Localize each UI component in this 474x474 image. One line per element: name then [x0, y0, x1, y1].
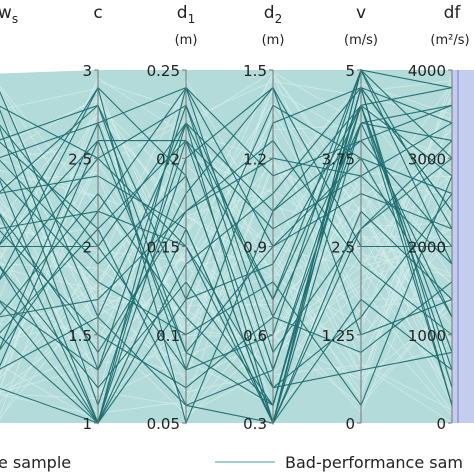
axis-title: v	[356, 3, 366, 23]
good-sample-line	[0, 87, 453, 424]
legend-label-good: e sample	[0, 453, 71, 472]
axis-unit: (m/s)	[344, 33, 378, 48]
good-sample-line	[0, 104, 453, 354]
good-sample-line	[0, 104, 453, 372]
tick-label: 0.3	[243, 415, 267, 433]
good-sample-line	[0, 90, 453, 424]
tick-label: 2000	[408, 239, 446, 257]
tick-label: 3	[82, 62, 92, 80]
axis-title: d2	[264, 3, 282, 26]
good-sample-line	[0, 104, 453, 301]
bad-sample-line	[0, 224, 453, 383]
bad-sample-line	[0, 97, 453, 393]
good-sample-line	[0, 68, 453, 301]
tick-label: 1.25	[322, 327, 355, 345]
bad-sample-line	[0, 144, 453, 378]
axis-unit: (m²/s)	[430, 33, 469, 48]
axis-title: c	[93, 3, 102, 23]
bad-sample-line	[0, 109, 453, 412]
bad-sample-line	[0, 89, 453, 309]
good-sample-line	[0, 103, 453, 407]
good-sample-line	[0, 86, 453, 424]
bad-sample-line	[0, 96, 453, 393]
tick-label: 2.5	[68, 150, 92, 168]
good-sample-line	[0, 105, 453, 389]
bad-sample-line	[0, 112, 453, 406]
tick-label: 2	[82, 239, 92, 257]
good-sample-line	[0, 104, 453, 318]
bad-sample-line	[0, 130, 453, 378]
axis-unit: (m)	[175, 33, 198, 48]
tick-label: 0.25	[147, 62, 180, 80]
axis-title: ws	[0, 3, 18, 26]
tick-label: 0.15	[147, 239, 180, 257]
tick-label: 1.5	[68, 327, 92, 345]
bad-sample-line	[0, 250, 453, 406]
bad-sample-line	[0, 72, 453, 232]
bad-sample-line	[0, 101, 453, 339]
tick-label: 0.6	[243, 327, 267, 345]
good-sample-line	[0, 68, 453, 371]
tick-label: 3.75	[322, 150, 355, 168]
tick-label: 0.1	[156, 327, 180, 345]
bad-sample-line	[0, 122, 453, 414]
bad-sample-line	[0, 242, 453, 393]
bad-sample-line	[0, 80, 453, 325]
tick-label: 4000	[408, 62, 446, 80]
tick-label: 2.5	[331, 239, 355, 257]
bad-sample-line	[0, 94, 453, 416]
tick-label: 0	[436, 415, 446, 433]
axis-title: df	[444, 3, 462, 23]
tick-label: 1	[82, 415, 92, 433]
bad-sample-line	[0, 78, 453, 398]
bad-sample-line	[0, 106, 453, 361]
bad-sample-line	[0, 238, 453, 369]
axis-unit: (m)	[262, 33, 285, 48]
tick-label: 1.5	[243, 62, 267, 80]
bad-sample-line	[0, 110, 453, 267]
legend: e sample Bad-performance sam	[0, 453, 463, 472]
good-sample-line	[0, 86, 453, 425]
bad-sample-line	[0, 110, 453, 415]
tick-label: 0	[345, 415, 355, 433]
df-axis-band	[452, 70, 474, 423]
bad-sample-line	[0, 94, 453, 391]
axes: ws c 3 2.5 2 1.5 1 d1 (m) 0.25 0.2 0.15 0.1 0.05 d2 (m)…	[0, 3, 470, 433]
good-sample-line	[0, 86, 453, 371]
tick-label: 0.05	[147, 415, 180, 433]
good-sample-line	[0, 139, 453, 354]
bad-sample-line	[0, 87, 453, 290]
bad-sample-line	[0, 71, 453, 423]
good-performance-lines	[0, 68, 453, 426]
tick-label: 0.2	[156, 150, 180, 168]
good-sample-line	[0, 86, 452, 425]
tick-label: 0.9	[243, 239, 267, 257]
tick-label: 5	[345, 62, 355, 80]
df-band-area	[452, 70, 474, 423]
bad-sample-line	[0, 163, 453, 343]
good-sample-line	[0, 103, 453, 407]
bad-sample-line	[0, 86, 453, 412]
tick-label: 1000	[408, 327, 446, 345]
good-sample-line	[0, 157, 453, 425]
tick-label: 3000	[408, 150, 446, 168]
bad-sample-line	[0, 97, 453, 368]
tick-label: 1.2	[243, 150, 267, 168]
good-sample-line	[0, 86, 453, 426]
bad-sample-line	[0, 72, 453, 404]
axis-title: d1	[177, 3, 195, 26]
legend-label-bad: Bad-performance sam	[285, 453, 463, 472]
